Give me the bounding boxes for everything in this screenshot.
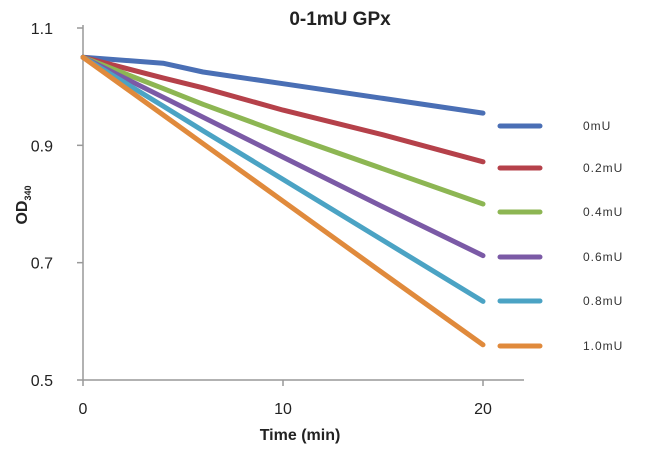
y-tick-label: 0.5 [31, 373, 53, 390]
x-tick-label: 20 [474, 401, 492, 418]
y-axis-title-main: OD [14, 201, 31, 225]
series-line-2 [80, 54, 486, 207]
chart-title: 0-1mU GPx [289, 9, 391, 30]
y-axis-title: OD340 [14, 185, 33, 224]
legend-label: 0.2mU [583, 161, 623, 175]
series-line-4 [80, 54, 486, 304]
y-axis-title-subscript: 340 [23, 185, 33, 200]
x-tick-label: 0 [79, 401, 88, 418]
x-axis-title: Time (min) [260, 427, 341, 444]
y-tick-label: 0.9 [31, 138, 53, 155]
legend-label: 0mU [583, 119, 611, 133]
y-tick-label: 1.1 [31, 21, 53, 38]
series-layer [80, 54, 486, 348]
legend-label: 0.8mU [583, 294, 623, 308]
plot-area [82, 25, 524, 381]
legend-label: 0.4mU [583, 205, 623, 219]
y-tick-label: 0.7 [31, 256, 53, 273]
series-line-5 [80, 54, 486, 348]
series-line-3 [80, 54, 486, 259]
series-line-1 [80, 54, 486, 165]
legend-label: 1.0mU [583, 339, 623, 353]
series-line-0 [80, 54, 486, 116]
legend: 0mU 0.2mU 0.4mU 0.6mU 0.8mU 1.0mU [497, 119, 623, 353]
axis-ticks: 0.5 0.7 0.9 1.1 0 10 20 [31, 21, 492, 418]
x-tick-label: 10 [274, 401, 292, 418]
legend-label: 0.6mU [583, 250, 623, 264]
